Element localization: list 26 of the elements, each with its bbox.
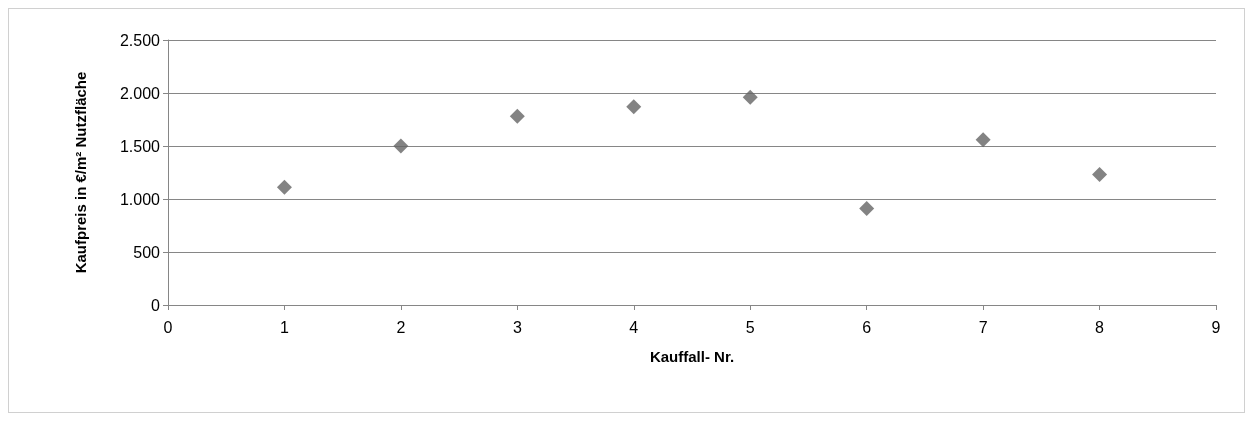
x-tick-label: 8 xyxy=(1095,318,1105,336)
point xyxy=(393,138,409,154)
y-tick-label: 2.000 xyxy=(119,84,161,102)
x-axis-title: Kauffall- Nr. xyxy=(649,348,735,365)
y-tick-label: 2.500 xyxy=(119,31,161,49)
point xyxy=(509,108,525,124)
point xyxy=(1092,167,1108,183)
point xyxy=(859,201,875,217)
x-tick-label: 0 xyxy=(163,318,173,336)
y-tick-label: 1.500 xyxy=(119,137,161,155)
y-tick-label: 1.000 xyxy=(119,190,161,208)
x-tick-label: 3 xyxy=(512,318,522,336)
x-tick-label: 6 xyxy=(862,318,872,336)
point xyxy=(742,89,758,105)
point xyxy=(975,132,991,148)
x-tick-label: 4 xyxy=(629,318,639,336)
point xyxy=(626,99,642,115)
point xyxy=(276,179,292,195)
y-tick-label: 500 xyxy=(133,243,161,261)
y-tick-label: 0 xyxy=(151,296,161,314)
x-tick-label: 5 xyxy=(745,318,755,336)
x-tick-label: 1 xyxy=(279,318,289,336)
y-axis-title: Kaufpreis in €/m² Nutzfläche xyxy=(72,71,89,274)
x-tick-label: 2 xyxy=(396,318,406,336)
x-tick-label: 9 xyxy=(1211,318,1221,336)
x-tick-label: 7 xyxy=(978,318,988,336)
